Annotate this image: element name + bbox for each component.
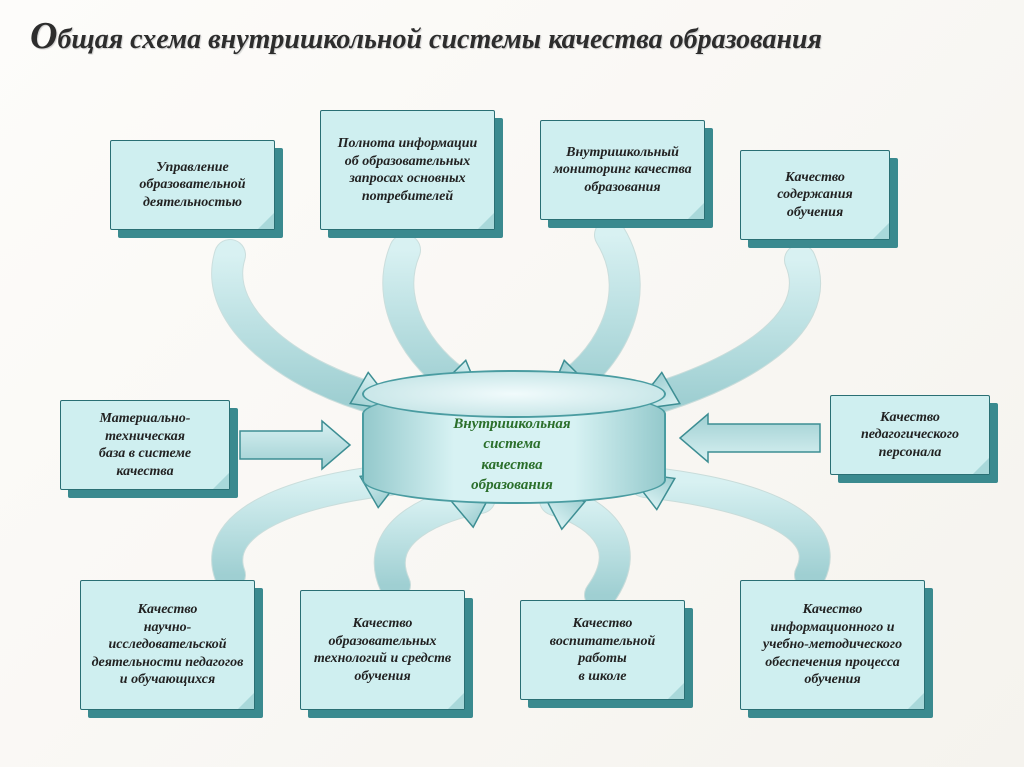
box-b7: Качествонаучно-исследовательской деятель… bbox=[80, 580, 255, 710]
center-cylinder: Внутришкольнаясистемакачестваобразования bbox=[362, 370, 662, 520]
box-b2: Полнота информацииоб образовательных зап… bbox=[320, 110, 495, 230]
box-b3: Внутришкольный мониторинг качества образ… bbox=[540, 120, 705, 220]
box-b1: Управление образовательной деятельностью bbox=[110, 140, 275, 230]
box-b6: Качество педагогического персонала bbox=[830, 395, 990, 475]
box-b8: Качество образовательных технологий и ср… bbox=[300, 590, 465, 710]
title-dropcap: О bbox=[30, 15, 57, 57]
title-rest: бщая схема внутришкольной системы качест… bbox=[57, 24, 822, 55]
box-b10: Качество информационного и учебно-методи… bbox=[740, 580, 925, 710]
box-b9: Качество воспитательной работыв школе bbox=[520, 600, 685, 700]
box-b4: Качество содержания обучения bbox=[740, 150, 890, 240]
diagram-stage: Общая схема внутришкольной системы качес… bbox=[0, 0, 1024, 767]
center-label: Внутришкольнаясистемакачестваобразования bbox=[362, 414, 662, 495]
page-title: Общая схема внутришкольной системы качес… bbox=[30, 14, 822, 58]
box-b5: Материально-техническаябаза в системе ка… bbox=[60, 400, 230, 490]
